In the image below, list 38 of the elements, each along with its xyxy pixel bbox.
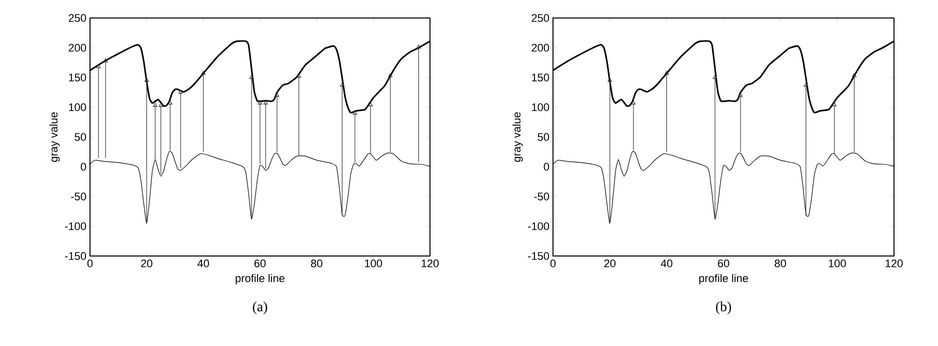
x-tick-label: 60 xyxy=(254,260,266,268)
x-tick-label: 20 xyxy=(604,260,616,268)
x-tick-label: 0 xyxy=(87,260,93,268)
y-tick-label: 0 xyxy=(544,162,550,171)
y-tick-label: -150 xyxy=(528,252,550,260)
y-tick-label: 200 xyxy=(532,44,550,52)
y-tick-label: 100 xyxy=(532,103,550,112)
x-tick-label: 40 xyxy=(197,260,209,268)
y-tick-label: -150 xyxy=(65,252,86,260)
y-tick-label: -50 xyxy=(534,192,550,200)
x-tick-label: 60 xyxy=(718,260,730,268)
x-tick-label: 120 xyxy=(422,260,439,268)
y-tick-label: 100 xyxy=(69,103,86,112)
x-tick-label: 80 xyxy=(311,260,322,268)
text: (a) xyxy=(252,302,268,314)
y-tick-label: -100 xyxy=(65,222,86,230)
x-axis-title: profile line xyxy=(236,274,284,284)
y-tick-label: 50 xyxy=(74,133,86,141)
y-axis-title: gray value xyxy=(50,112,60,162)
x-tick-label: 100 xyxy=(365,260,382,268)
y-tick-label: 150 xyxy=(532,74,550,82)
y-tick-label: -100 xyxy=(528,222,550,230)
y-tick-label: 150 xyxy=(69,74,86,82)
x-tick-label: 100 xyxy=(828,260,846,268)
y-axis-title: gray value xyxy=(512,112,523,162)
x-tick-label: 80 xyxy=(774,260,786,268)
y-tick-label: 250 xyxy=(532,14,550,22)
y-tick-label: 200 xyxy=(68,44,86,52)
x-tick-label: 40 xyxy=(660,260,672,268)
y-tick-label: 50 xyxy=(538,133,550,141)
x-tick-label: 120 xyxy=(886,260,903,268)
x-axis-title: profile line xyxy=(699,274,748,284)
y-tick-label: -50 xyxy=(71,192,86,200)
text: (b) xyxy=(716,302,732,314)
y-tick-label: 250 xyxy=(68,14,86,22)
x-tick-label: 0 xyxy=(550,260,556,268)
y-tick-label: 0 xyxy=(80,162,86,171)
x-tick-label: 20 xyxy=(141,260,152,268)
